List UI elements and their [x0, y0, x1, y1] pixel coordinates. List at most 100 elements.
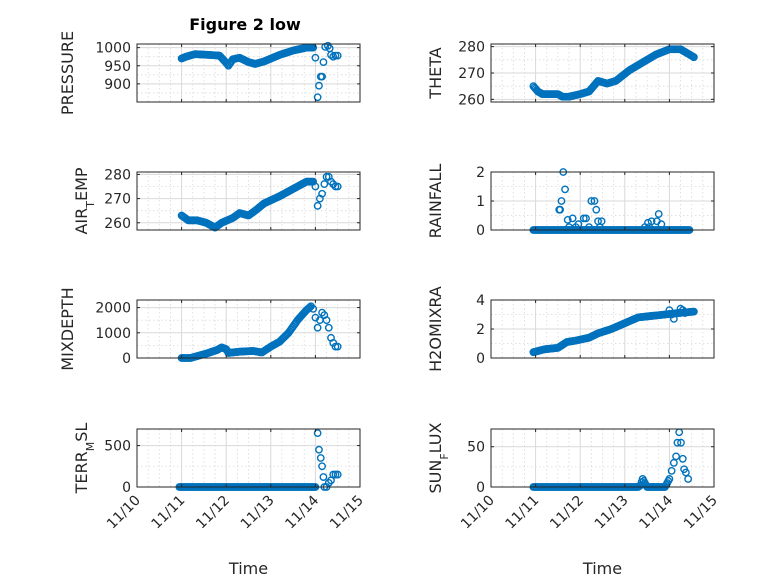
y-tick-label: 950 — [104, 59, 131, 75]
data-point — [678, 454, 687, 463]
data-point — [568, 214, 577, 223]
data-point — [587, 197, 596, 205]
data-point — [597, 217, 606, 226]
y-axis-label: MIXDEPTH — [58, 287, 77, 370]
x-tick-label: 11/15 — [327, 493, 367, 533]
data-point — [681, 309, 689, 317]
data-point — [331, 470, 340, 479]
data-point — [561, 185, 569, 194]
data-point — [333, 470, 342, 479]
x-tick-label: 11/14 — [282, 492, 322, 532]
data-point — [324, 323, 333, 332]
data-point — [657, 220, 666, 229]
y-tick-label: 2 — [476, 165, 485, 181]
y-tick-label: 2 — [476, 322, 485, 338]
data-point — [590, 197, 599, 205]
data-point — [313, 93, 322, 102]
data-point — [304, 304, 313, 313]
data-point — [682, 468, 690, 477]
x-axis-label: Time — [228, 559, 268, 578]
y-tick-label: 0 — [476, 223, 485, 239]
subplot-terr-msl: 0 500 TERRMSL 11/10 11/11 11/12 11/13 11/14 11/1… — [72, 423, 367, 578]
data-point — [333, 182, 342, 191]
y-axis-label: PRESSURE — [58, 31, 77, 115]
data-point — [331, 182, 340, 191]
x-tick-label: 11/10 — [104, 493, 144, 533]
y-tick-label: 0 — [122, 480, 131, 496]
data-point — [690, 307, 698, 316]
y-tick-label: 280 — [458, 40, 485, 56]
data-point — [582, 214, 590, 223]
y-tick-label: 2000 — [95, 301, 131, 317]
y-tick-label: 4 — [476, 293, 485, 309]
subplot-air-temp: 260 270 280 AIRTEMP — [72, 167, 361, 235]
data-point — [316, 454, 325, 462]
data-point — [319, 473, 328, 481]
axes-box — [136, 428, 361, 488]
x-tick-label: 11/15 — [681, 493, 721, 533]
data-point — [331, 51, 340, 60]
data-point — [673, 438, 682, 447]
y-tick-label: 1000 — [95, 41, 131, 57]
data-point — [315, 81, 323, 90]
subplot-rainfall: 0 1 2 RAINFALL — [426, 164, 715, 239]
data-point — [669, 314, 678, 323]
data-point — [331, 342, 340, 351]
data-point — [690, 53, 698, 62]
data-point — [644, 218, 652, 227]
data-point — [311, 182, 320, 191]
figure-title: Figure 2 low — [189, 15, 301, 34]
data-point — [654, 210, 663, 218]
data-point — [309, 304, 318, 313]
data-point — [579, 214, 588, 223]
y-tick-label: 500 — [104, 439, 131, 455]
x-tick-label: 11/11 — [503, 493, 543, 533]
data-point — [557, 197, 566, 205]
subplot-theta: 260 270 280 THETA — [426, 40, 715, 108]
y-axis-label: AIRTEMP — [72, 167, 97, 234]
y-tick-label: 1000 — [95, 326, 131, 342]
data-point — [329, 470, 338, 479]
x-tick-label: 11/10 — [458, 493, 498, 533]
y-tick-label: 0 — [476, 351, 485, 367]
data-point — [313, 201, 322, 210]
data-point — [318, 189, 326, 198]
subplot-h2omixra: 0 2 4 H2OMIXRA — [426, 286, 715, 372]
data-point — [333, 342, 342, 351]
y-axis-label: TERRMSL — [72, 423, 97, 495]
y-tick-label: 0 — [476, 480, 485, 496]
y-tick-label: 900 — [104, 77, 131, 93]
y-tick-label: 0 — [122, 351, 131, 367]
y-axis-label: RAINFALL — [426, 164, 445, 239]
axes-box — [136, 299, 361, 359]
data-point — [318, 462, 326, 471]
data-point — [313, 429, 322, 438]
data-point — [315, 445, 323, 454]
subplot-pressure: 900 950 1000 PRESSURE — [58, 31, 361, 115]
axes-box — [136, 43, 361, 103]
y-axis-label: THETA — [426, 47, 445, 99]
data-point — [592, 205, 601, 214]
data-point — [667, 466, 676, 475]
data-point — [574, 220, 583, 229]
data-point — [669, 458, 678, 467]
x-tick-label: 11/13 — [592, 493, 632, 533]
data-point — [329, 338, 338, 347]
subplot-mixdepth: 0 1000 2000 MIXDEPTH — [58, 287, 361, 371]
data-point — [313, 323, 322, 332]
data-point — [665, 475, 674, 483]
data-point — [647, 217, 656, 226]
data-point — [322, 172, 331, 181]
axes-box — [490, 428, 715, 488]
data-point — [563, 215, 572, 224]
data-point — [333, 51, 342, 60]
y-tick-label: 270 — [104, 192, 131, 208]
y-tick-label: 280 — [104, 167, 131, 183]
y-tick-label: 260 — [104, 216, 131, 232]
y-tick-label: 270 — [458, 66, 485, 82]
x-tick-label: 11/13 — [238, 493, 278, 533]
x-tick-label: 11/11 — [149, 493, 189, 533]
y-axis-label: SUNFLUX — [426, 422, 451, 493]
data-point — [319, 58, 328, 67]
axes-box — [136, 171, 361, 231]
